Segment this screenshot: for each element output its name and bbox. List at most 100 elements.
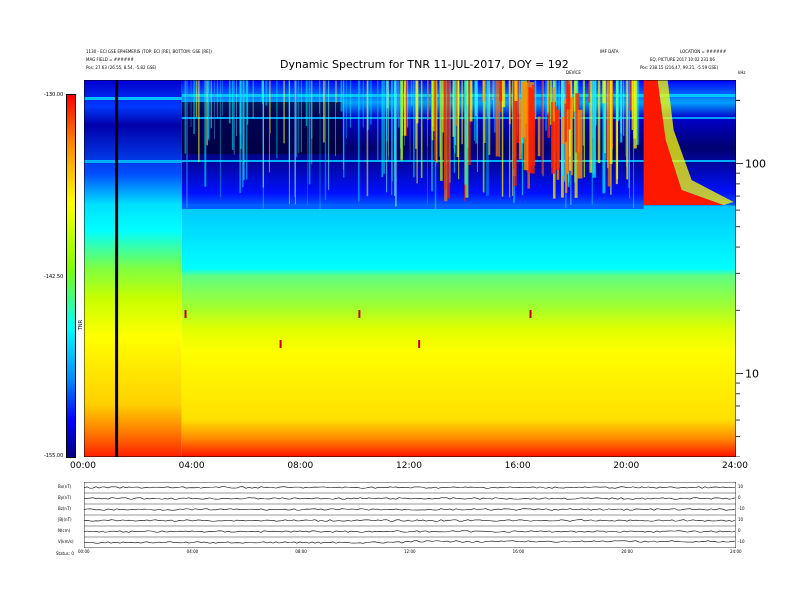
intense-burst xyxy=(552,87,555,122)
type-iii-burst xyxy=(514,80,518,101)
intense-burst xyxy=(566,109,569,175)
spectrum-region-quiet xyxy=(84,80,182,457)
type-iii-burst xyxy=(534,80,537,120)
striation xyxy=(213,80,215,140)
type-iii-burst xyxy=(609,80,613,164)
panel-label: V(km/s) xyxy=(58,539,74,544)
type-iii-burst xyxy=(498,80,501,157)
freq-tick-label: 10 xyxy=(745,367,759,380)
header-right-line2: LOCATION = ###### xyxy=(680,49,727,54)
type-iii-burst xyxy=(629,80,633,112)
striation xyxy=(239,80,241,135)
type-iii-burst xyxy=(611,80,614,149)
panel-trace xyxy=(84,540,736,544)
type-iii-burst xyxy=(458,80,460,180)
striation xyxy=(362,80,364,128)
quiet-top-band xyxy=(84,80,182,84)
panel-right-label: 0 xyxy=(738,528,741,533)
striation xyxy=(228,80,231,124)
striation xyxy=(246,80,248,180)
striation xyxy=(268,80,270,173)
striation xyxy=(493,80,496,133)
time-tick-label: 20:00 xyxy=(613,461,640,471)
striation xyxy=(386,80,389,109)
type-iii-burst xyxy=(595,80,597,126)
type-iii-burst xyxy=(434,80,437,162)
type-iii-burst xyxy=(501,80,506,108)
striation xyxy=(396,80,399,118)
spectrogram-plot xyxy=(84,80,736,457)
type-iii-burst xyxy=(611,80,613,105)
striation xyxy=(415,80,417,149)
striation xyxy=(294,80,296,205)
striation xyxy=(222,80,223,116)
type-iii-burst xyxy=(432,80,436,132)
striation xyxy=(476,80,478,173)
status-label: Status: 0 xyxy=(56,551,74,556)
spike-marker xyxy=(184,310,187,318)
header-left-line2: MAG FIELD = ###### xyxy=(86,57,134,62)
type-iii-burst xyxy=(447,80,451,199)
striation xyxy=(349,80,351,128)
striation xyxy=(633,80,635,209)
type-iii-burst xyxy=(464,80,466,119)
type-iii-burst xyxy=(592,80,596,178)
time-tick-label: 04:00 xyxy=(178,461,205,471)
type-iii-burst xyxy=(602,80,606,194)
striation xyxy=(246,80,249,125)
intense-burst xyxy=(577,109,583,179)
striation xyxy=(193,80,195,135)
intense-burst xyxy=(570,96,573,176)
striation xyxy=(306,80,308,206)
striation xyxy=(336,80,337,104)
header-mid-small: DEVICE xyxy=(566,70,581,75)
type-iii-burst xyxy=(482,80,485,193)
type-iii-burst xyxy=(616,80,619,180)
spike-marker xyxy=(418,340,421,348)
header-left-line1: 1130 - ECI GSE EPHEMERIS (TOP: ECI [RE],… xyxy=(86,49,212,54)
striation xyxy=(190,80,192,127)
striation xyxy=(491,80,493,101)
type-iii-burst xyxy=(400,80,403,161)
striation xyxy=(625,80,626,157)
type-iii-burst xyxy=(452,80,455,137)
striation xyxy=(270,80,271,134)
header-right-line4: Pos: 238.15 (216.47, 99.21, -5.59 GSE) xyxy=(640,65,719,70)
type-iii-burst xyxy=(589,80,593,173)
colorbar-mid-label: -142.50 xyxy=(44,274,64,280)
striation xyxy=(198,80,200,163)
panel-trace xyxy=(84,508,736,511)
type-iii-burst xyxy=(439,80,443,181)
striation xyxy=(591,80,593,205)
type-iii-burst xyxy=(620,80,623,143)
striation xyxy=(252,80,254,119)
type-iii-burst xyxy=(469,80,473,122)
type-iii-burst xyxy=(636,80,639,145)
spike-marker xyxy=(529,310,532,318)
panel-right-label: 0 xyxy=(738,495,741,500)
frequency-axis: 100 10 xyxy=(736,99,766,457)
type-iii-burst xyxy=(588,80,591,103)
type-iii-burst xyxy=(454,80,456,154)
type-iii-burst xyxy=(401,80,403,136)
striation xyxy=(486,80,488,197)
intense-burst xyxy=(564,103,567,142)
striation xyxy=(430,80,433,131)
strong-radio-burst xyxy=(643,80,724,205)
header-right-line1: IMF DATA xyxy=(600,49,619,54)
striation xyxy=(391,80,393,196)
panel-label: |B|(nT) xyxy=(58,517,72,522)
time-tick-label: 08:00 xyxy=(287,461,314,471)
striation xyxy=(335,80,336,157)
intense-burst xyxy=(554,106,558,151)
quiet-band-3 xyxy=(84,160,182,163)
striation xyxy=(370,80,372,125)
type-iii-burst xyxy=(499,80,503,102)
striation xyxy=(386,80,388,142)
intense-burst xyxy=(567,84,571,110)
striation xyxy=(239,80,242,193)
striation xyxy=(376,80,379,161)
intense-burst xyxy=(547,112,551,138)
panel-right-label: -10 xyxy=(738,506,745,511)
type-iii-burst xyxy=(427,80,429,120)
